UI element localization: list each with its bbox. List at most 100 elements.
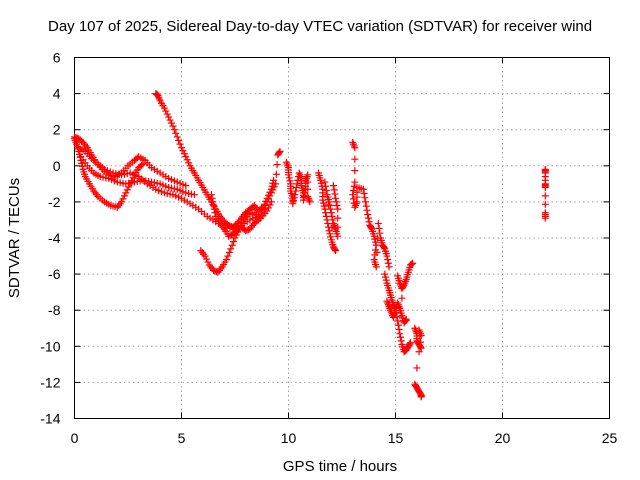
y-tick-label: -14	[40, 411, 60, 427]
data-point	[349, 191, 357, 199]
data-point	[332, 247, 340, 255]
data-point	[541, 192, 549, 200]
data-points	[71, 90, 549, 401]
data-point	[409, 259, 417, 267]
x-tick-label: 5	[178, 430, 186, 446]
x-tick-label: 20	[495, 430, 511, 446]
data-point	[230, 238, 238, 246]
data-point	[224, 252, 232, 260]
data-point	[304, 178, 312, 186]
y-tick-label: -8	[48, 302, 61, 318]
data-point	[228, 241, 236, 249]
x-tick-label: 15	[388, 430, 404, 446]
data-point	[372, 241, 380, 249]
y-tick-label: -10	[40, 338, 60, 354]
series-track-e	[152, 90, 278, 231]
series-track-c	[77, 153, 198, 199]
data-point	[417, 331, 425, 339]
grid-lines	[74, 57, 610, 419]
data-point	[291, 191, 299, 199]
data-point	[351, 155, 359, 163]
data-point	[332, 194, 340, 202]
data-point	[380, 244, 388, 252]
data-point	[289, 197, 297, 205]
data-point	[331, 190, 339, 198]
data-point	[319, 199, 327, 207]
data-point	[285, 171, 292, 179]
data-point	[361, 194, 369, 202]
data-point	[370, 232, 378, 240]
data-point	[333, 202, 341, 210]
data-point	[326, 202, 334, 210]
data-point	[263, 198, 271, 206]
data-point	[210, 202, 218, 210]
data-point	[170, 126, 178, 134]
data-point	[394, 321, 402, 329]
data-point	[332, 198, 340, 206]
data-point	[416, 338, 424, 346]
y-tick-label: -4	[48, 230, 61, 246]
data-point	[351, 178, 359, 186]
data-point	[334, 214, 342, 222]
data-point	[201, 252, 209, 260]
data-point	[360, 189, 368, 197]
data-point	[351, 144, 359, 152]
data-point	[294, 176, 302, 184]
data-point	[208, 194, 216, 202]
data-point	[359, 185, 367, 193]
data-point	[364, 211, 372, 219]
data-point	[118, 198, 126, 206]
data-point	[384, 256, 392, 264]
data-point	[349, 186, 357, 194]
data-point	[417, 344, 425, 352]
data-point	[374, 220, 382, 228]
y-axis: -14 -12 -10 -8 -6 -4 -2 0 2 4 6	[40, 50, 610, 427]
data-point	[320, 202, 328, 210]
data-point	[327, 233, 335, 241]
data-point	[284, 162, 292, 170]
data-point	[417, 393, 425, 401]
data-point	[273, 161, 281, 169]
data-point	[253, 217, 261, 225]
data-point	[293, 180, 301, 188]
data-point	[269, 186, 277, 194]
data-point	[362, 202, 370, 210]
data-point	[123, 186, 131, 194]
data-point	[363, 206, 371, 214]
data-point	[334, 232, 342, 240]
data-point	[398, 294, 406, 302]
data-point	[211, 209, 219, 217]
data-point	[328, 212, 336, 220]
data-point	[381, 270, 389, 278]
data-point	[163, 110, 171, 118]
data-point	[396, 330, 404, 338]
series-track-l	[383, 297, 410, 327]
data-point	[266, 192, 274, 200]
data-point	[301, 189, 309, 197]
series-track-j	[349, 138, 393, 271]
data-point	[541, 200, 549, 208]
data-point	[351, 167, 359, 175]
y-axis-label: SDTVAR / TECUs	[6, 178, 23, 298]
data-point	[138, 161, 146, 169]
data-point	[283, 160, 291, 168]
y-tick-label: -6	[48, 266, 61, 282]
data-point	[322, 182, 330, 190]
data-point	[276, 147, 284, 155]
y-tick-label: 2	[53, 122, 61, 138]
data-point	[209, 198, 217, 206]
data-point	[329, 182, 337, 190]
data-point	[227, 245, 235, 253]
data-point	[289, 200, 297, 208]
data-point	[178, 144, 185, 152]
data-point	[78, 159, 86, 167]
data-point	[349, 195, 357, 203]
data-point	[397, 337, 405, 345]
data-point	[210, 205, 218, 213]
y-tick-label: 0	[53, 158, 61, 174]
data-point	[267, 189, 275, 197]
data-point	[265, 195, 273, 203]
data-point	[272, 180, 280, 188]
data-point	[364, 214, 372, 222]
x-axis: 0 5 10 15 20 25	[71, 57, 617, 446]
